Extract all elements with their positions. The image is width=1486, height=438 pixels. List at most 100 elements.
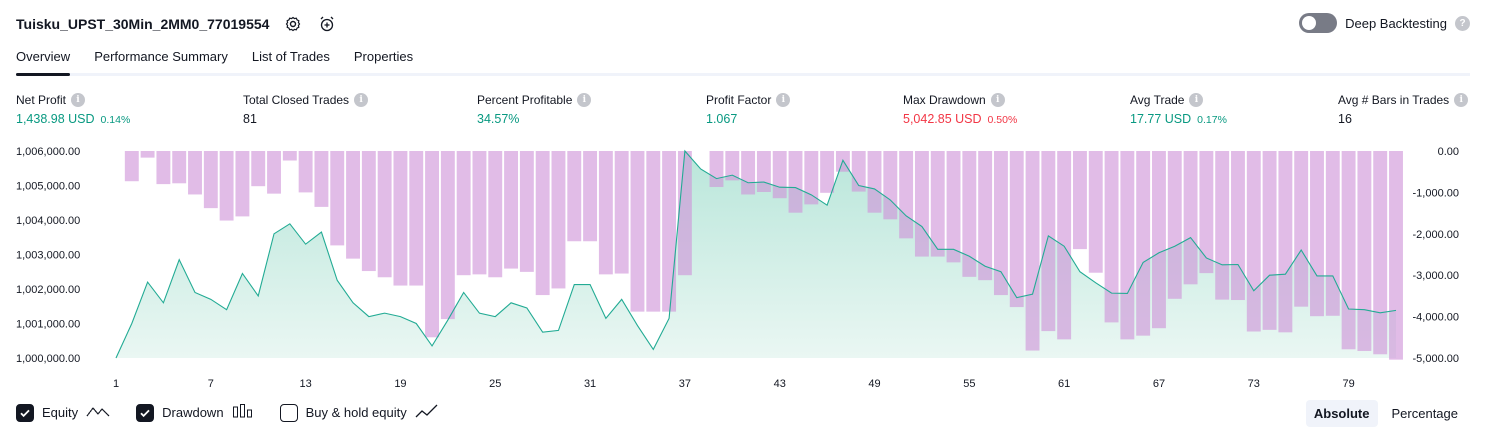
info-icon[interactable]: i bbox=[354, 93, 369, 107]
drawdown-bar bbox=[282, 151, 297, 161]
drawdown-bar bbox=[124, 151, 139, 182]
drawdown-checkbox[interactable] bbox=[136, 403, 155, 422]
info-icon[interactable]: i bbox=[1189, 93, 1204, 107]
drawdown-bar bbox=[1009, 151, 1024, 308]
stat-value: 1.067 bbox=[706, 112, 738, 126]
right-axis-tick: -4,000.00 bbox=[1413, 312, 1459, 324]
chart-legend: Equity Drawdown Buy & hold equity bbox=[16, 403, 465, 422]
legend-drawdown[interactable]: Drawdown bbox=[136, 403, 253, 422]
tab-bar: Overview Performance Summary List of Tra… bbox=[16, 46, 1470, 76]
drawdown-bar bbox=[456, 151, 471, 276]
tab-performance-summary[interactable]: Performance Summary bbox=[94, 49, 228, 64]
drawdown-bar bbox=[899, 151, 914, 239]
legend-buy-hold-equity[interactable]: Buy & hold equity bbox=[279, 403, 439, 422]
drawdown-bar bbox=[725, 151, 740, 181]
stat-total-closed-trades: Total Closed Trades i 81 bbox=[243, 93, 369, 126]
drawdown-bar bbox=[298, 151, 313, 193]
drawdown-bar bbox=[598, 151, 613, 275]
x-axis-tick: 49 bbox=[868, 378, 880, 390]
tab-overview[interactable]: Overview bbox=[16, 46, 71, 76]
drawdown-bar bbox=[1278, 151, 1293, 333]
x-axis-tick: 25 bbox=[489, 378, 501, 390]
deep-backtesting-toggle[interactable] bbox=[1299, 13, 1338, 33]
buy-hold-label: Buy & hold equity bbox=[305, 405, 407, 420]
left-axis-tick: 1,000,000.00 bbox=[16, 353, 80, 365]
info-icon[interactable]: i bbox=[71, 93, 86, 107]
drawdown-bar bbox=[1199, 151, 1214, 274]
stat-label: Total Closed Trades bbox=[243, 93, 350, 107]
drawdown-bar bbox=[1183, 151, 1198, 285]
stat-avg-trade: Avg Trade i 17.77 USD 0.17% bbox=[1130, 93, 1227, 126]
question-icon[interactable]: ? bbox=[1455, 15, 1470, 31]
drawdown-bar bbox=[1310, 151, 1324, 317]
stat-label: Profit Factor bbox=[706, 93, 772, 107]
info-icon[interactable]: i bbox=[990, 93, 1005, 107]
drawdown-bar bbox=[962, 151, 977, 277]
buy-hold-checkbox[interactable] bbox=[279, 403, 298, 422]
drawdown-bar bbox=[914, 151, 929, 257]
equity-label: Equity bbox=[42, 405, 79, 420]
stat-net-profit: Net Profit i 1,438.98 USD 0.14% bbox=[16, 93, 130, 126]
tab-list-of-trades[interactable]: List of Trades bbox=[251, 49, 330, 64]
toggle-knob bbox=[1302, 16, 1317, 30]
info-icon[interactable]: i bbox=[1454, 93, 1469, 107]
percentage-button[interactable]: Percentage bbox=[1391, 406, 1459, 421]
legend-equity[interactable]: Equity bbox=[16, 403, 110, 422]
equity-checkbox[interactable] bbox=[16, 403, 34, 422]
drawdown-bar bbox=[1246, 151, 1261, 332]
drawdown-bar bbox=[1373, 151, 1388, 355]
stat-max-drawdown: Max Drawdown i 5,042.85 USD 0.50% bbox=[903, 93, 1017, 126]
drawdown-bar bbox=[219, 151, 234, 221]
left-axis-tick: 1,004,000.00 bbox=[16, 215, 80, 227]
x-axis-tick: 67 bbox=[1153, 378, 1165, 390]
right-axis-tick: -2,000.00 bbox=[1413, 229, 1459, 241]
drawdown-bar bbox=[756, 151, 771, 192]
drawdown-bar bbox=[851, 151, 866, 192]
drawdown-bar bbox=[551, 151, 566, 289]
drawdown-bar bbox=[440, 151, 455, 320]
drawdown-bar bbox=[993, 151, 1008, 296]
gear-icon[interactable] bbox=[283, 14, 303, 34]
x-axis-tick: 19 bbox=[394, 378, 406, 390]
absolute-button[interactable]: Absolute bbox=[1305, 400, 1378, 427]
drawdown-bar bbox=[188, 151, 202, 195]
drawdown-bar bbox=[393, 151, 408, 286]
equity-line bbox=[115, 149, 1397, 359]
drawdown-bar bbox=[614, 151, 629, 274]
drawdown-bar bbox=[314, 151, 329, 207]
drawdown-bar bbox=[1262, 151, 1277, 330]
drawdown-bar bbox=[788, 151, 803, 213]
drawdown-bar bbox=[425, 151, 440, 338]
deep-backtesting: Deep Backtesting ? bbox=[1299, 13, 1470, 33]
drawdown-bar bbox=[1152, 151, 1166, 329]
drawdown-bar bbox=[535, 151, 550, 296]
drawdown-bar bbox=[140, 151, 155, 158]
left-axis-tick: 1,001,000.00 bbox=[16, 319, 80, 331]
stat-label: Net Profit bbox=[16, 93, 67, 107]
strategy-header: Tuisku_UPST_30Min_2MM0_77019554 bbox=[16, 12, 337, 36]
drawdown-bar bbox=[346, 151, 360, 259]
drawdown-bar bbox=[519, 151, 534, 272]
drawdown-bar bbox=[235, 151, 250, 217]
equity-drawdown-chart[interactable]: 1,006,000.00 1,005,000.00 1,004,000.00 1,00… bbox=[0, 140, 1486, 395]
right-axis-tick: 0.00 bbox=[1438, 146, 1459, 158]
info-icon[interactable]: i bbox=[577, 93, 592, 107]
right-axis-tick: -3,000.00 bbox=[1413, 270, 1459, 282]
stats-row: Net Profit i 1,438.98 USD 0.14% Total Clos… bbox=[0, 93, 1486, 133]
drawdown-bar bbox=[772, 151, 787, 199]
drawdown-bar bbox=[1041, 151, 1056, 332]
stat-percent: 0.17% bbox=[1197, 114, 1227, 126]
drawdown-bar bbox=[1136, 151, 1151, 336]
info-icon[interactable]: i bbox=[776, 93, 791, 107]
drawdown-bar bbox=[1389, 151, 1403, 360]
stat-profit-factor: Profit Factor i 1.067 bbox=[706, 93, 791, 126]
stat-value: 5,042.85 USD bbox=[903, 112, 982, 126]
drawdown-bar bbox=[1104, 151, 1119, 323]
tab-properties[interactable]: Properties bbox=[353, 49, 414, 64]
drawdown-bar bbox=[662, 151, 677, 312]
right-axis-tick: -1,000.00 bbox=[1413, 187, 1459, 199]
drawdown-bar bbox=[930, 151, 945, 257]
drawdown-bar bbox=[1294, 151, 1309, 307]
alarm-clock-plus-icon[interactable] bbox=[317, 14, 337, 34]
stat-value: 17.77 USD bbox=[1130, 112, 1192, 126]
